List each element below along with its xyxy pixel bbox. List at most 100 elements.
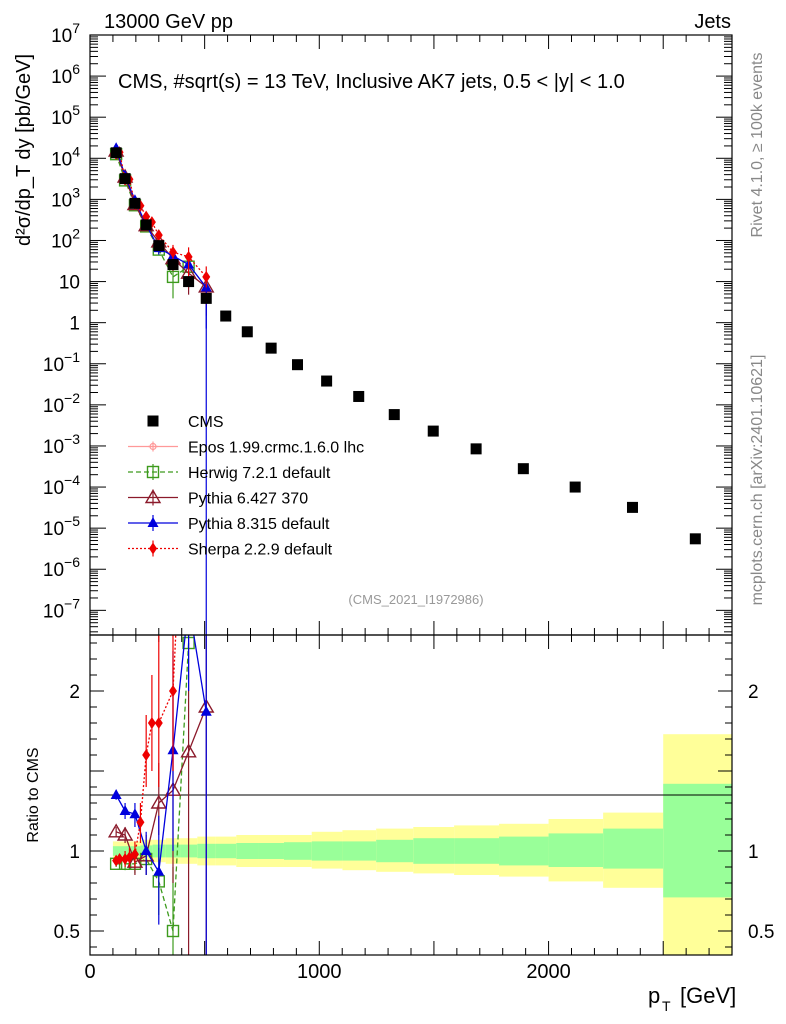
- ratio-panel: 0.5 0.5 1 1 2 2 0 1000 2000 Ratio to CMS p T [G…: [25, 365, 775, 1014]
- ratio-point-sherpa: [136, 816, 145, 829]
- legend-entry-cms: CMS: [147, 414, 224, 431]
- band-inner-bin: [376, 839, 414, 863]
- main-y-tick-label: 10−6: [43, 554, 80, 581]
- point-cms-shape: [220, 310, 232, 322]
- x-axis-label-sub: T: [662, 998, 671, 1014]
- ratio-point-pythia6: [180, 743, 197, 758]
- ratio-y-tick-label-right: 0.5: [748, 922, 774, 943]
- legend-entry-pythia6: Pythia 6.427 370: [128, 489, 308, 508]
- ratio-point-pythia8-shape: [140, 845, 152, 855]
- ratio-point-pythia8: [129, 808, 141, 819]
- ratio-point-sherpa: [121, 853, 130, 865]
- band-inner-bin: [454, 838, 500, 864]
- point-cms: [200, 292, 212, 304]
- ratio-line-pythia8: [115, 635, 207, 874]
- main-panel: 10−7 10−6 10−5 10−4 10−3 10−2 10−1 1 10 102 103 104…: [13, 20, 733, 636]
- ratio-point-sherpa-shape: [130, 848, 139, 861]
- header-left-label: 13000 GeV pp: [104, 11, 233, 33]
- ratio-point-pythia8-shape: [119, 805, 131, 815]
- ratio-point-pythia8-shape: [200, 705, 212, 716]
- ratio-point-herwig-shape: [166, 924, 180, 938]
- band-inner-bin: [112, 846, 121, 856]
- ratio-point-sherpa-shape: [142, 749, 151, 761]
- legend-label-cms: CMS: [188, 414, 224, 431]
- point-cms: [183, 276, 195, 288]
- point-cms: [353, 390, 365, 402]
- point-cms: [626, 501, 638, 513]
- point-cms: [241, 326, 253, 338]
- legend-marker-cms: [147, 415, 159, 427]
- ratio-point-sherpa: [185, 365, 193, 377]
- point-cms: [689, 533, 701, 545]
- ratio-point-sherpa: [130, 848, 139, 861]
- band-inner-bin: [663, 783, 732, 898]
- ratio-y-axis-label: Ratio to CMS: [25, 747, 42, 842]
- ratio-point-pythia8: [110, 789, 122, 799]
- legend-entry-epos: Epos 1.99.crmc.1.6.0 lhc: [128, 440, 364, 457]
- main-data: [107, 142, 701, 635]
- point-cms: [388, 409, 400, 421]
- ratio-point-pythia6-shape: [107, 823, 125, 838]
- ratio-point-sherpa-shape: [169, 685, 178, 697]
- main-y-tick-label: 105: [51, 102, 80, 129]
- legend-label-herwig: Herwig 7.2.1 default: [188, 465, 331, 482]
- band-inner-bin: [236, 843, 259, 859]
- main-y-axis-label: d²σ/dp_T dy [pb/GeV]: [13, 54, 35, 246]
- point-herwig: [166, 270, 180, 284]
- ratio-y-tick-labels: 0.5 0.5 1 1 2 2: [54, 682, 775, 943]
- main-y-tick-label: 10−2: [43, 390, 80, 417]
- ratio-point-pythia8: [200, 705, 212, 716]
- point-herwig-shape: [166, 270, 180, 284]
- point-sherpa: [154, 229, 163, 242]
- plot-title: CMS, #sqrt(s) = 13 TeV, Inclusive AK7 je…: [118, 71, 625, 93]
- point-cms-shape: [265, 342, 277, 354]
- ratio-ticks: [89, 635, 733, 955]
- point-sherpa-shape: [202, 270, 211, 283]
- ratio-point-sherpa-shape: [185, 365, 193, 377]
- point-cms-shape: [626, 501, 638, 513]
- point-cms-shape: [353, 390, 365, 402]
- side-source-label: mcplots.cern.ch [arXiv:2401.10621]: [749, 355, 766, 606]
- series-pythia6: [107, 142, 215, 316]
- point-cms: [129, 197, 141, 209]
- point-cms-shape: [388, 409, 400, 421]
- ratio-point-pythia8-shape: [110, 789, 122, 799]
- main-y-tick-label: 106: [51, 61, 80, 88]
- point-cms: [265, 342, 277, 354]
- legend-marker-sherpa-shape: [149, 542, 157, 555]
- ratio-point-pythia8: [140, 845, 152, 855]
- legend-marker-sherpa: [149, 542, 157, 555]
- point-cms-shape: [119, 173, 131, 185]
- ratio-y-tick-label: 1: [69, 842, 80, 863]
- series-sherpa: [112, 146, 211, 306]
- point-cms-shape: [129, 197, 141, 209]
- ratio-point-pythia8: [153, 865, 165, 876]
- x-axis-label-main: p: [648, 983, 660, 1008]
- x-tick-label: 2000: [526, 961, 571, 983]
- legend-marker-pythia8: [147, 517, 159, 527]
- point-cms-shape: [569, 481, 581, 493]
- x-axis-label: p T [GeV]: [648, 983, 736, 1014]
- main-y-tick-labels: 10−7 10−6 10−5 10−4 10−3 10−2 10−1 1 10 102 103 104…: [43, 20, 80, 622]
- ratio-series-pythia8: [110, 635, 212, 955]
- x-axis-label-unit: [GeV]: [680, 983, 736, 1008]
- point-cms: [427, 425, 439, 437]
- band-inner-bin: [215, 843, 237, 859]
- header-right-label: Jets: [694, 11, 731, 33]
- legend-entry-sherpa: Sherpa 2.2.9 default: [128, 540, 333, 559]
- point-sherpa-shape: [154, 229, 163, 242]
- point-sherpa: [202, 270, 211, 283]
- point-cms: [321, 375, 333, 387]
- point-cms: [119, 173, 131, 185]
- main-y-tick-label: 10−1: [43, 349, 80, 376]
- ratio-point-sherpa: [115, 853, 124, 865]
- ratio-point-pythia8-shape: [129, 808, 141, 819]
- main-y-tick-label: 10−7: [43, 595, 80, 622]
- main-y-tick-label: 10−4: [43, 472, 80, 499]
- point-cms-shape: [241, 326, 253, 338]
- legend-label-epos: Epos 1.99.crmc.1.6.0 lhc: [188, 440, 364, 457]
- ratio-y-tick-label-right: 1: [748, 842, 759, 863]
- point-cms-shape: [689, 533, 701, 545]
- point-cms: [153, 240, 165, 252]
